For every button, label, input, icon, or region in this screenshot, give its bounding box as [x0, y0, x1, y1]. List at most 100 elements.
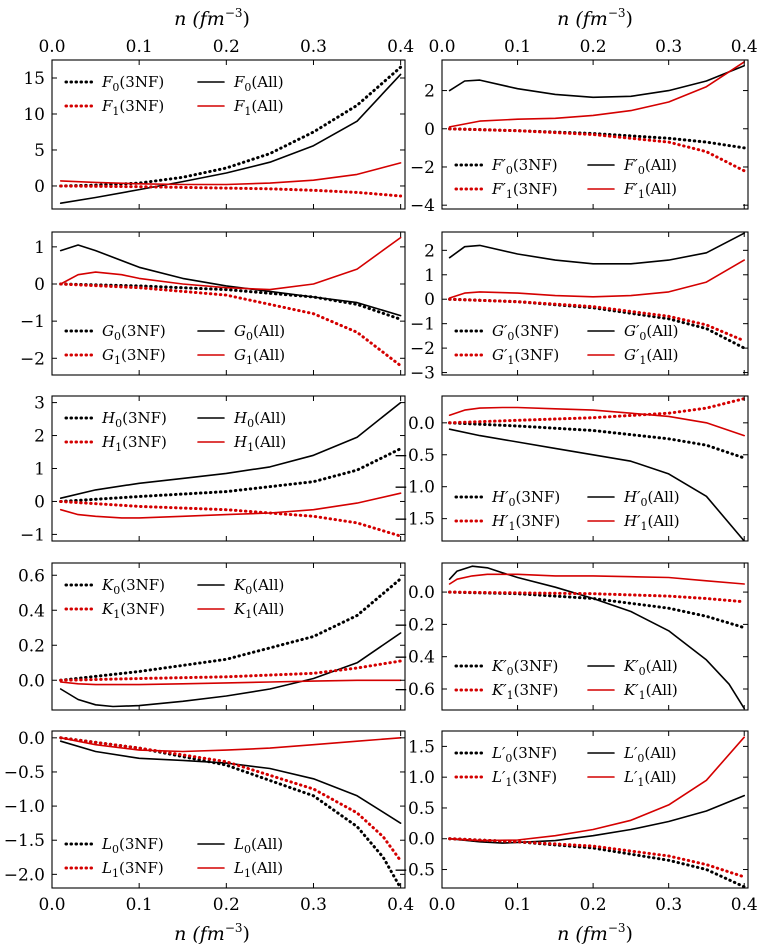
- series-K'0(All): [448, 565, 746, 710]
- y-tick-label: −3: [410, 364, 435, 384]
- y-tick-label: −0.5: [4, 763, 45, 783]
- series-G'0(All): [448, 232, 746, 265]
- y-tick-label: −1: [410, 315, 435, 335]
- legend-suffix: (3NF): [119, 835, 164, 853]
- plot-frame: [441, 730, 749, 889]
- legend-sub: 0: [506, 164, 513, 177]
- legend-label: G′0(3NF): [492, 322, 559, 343]
- legend-sub: 0: [509, 496, 516, 509]
- legend-suffix: (3NF): [122, 409, 167, 427]
- legend-sub: 0: [507, 665, 514, 678]
- series-F1(3NF): [59, 184, 403, 198]
- legend-sub: 1: [506, 188, 513, 201]
- y-tick-label: 0.2: [18, 636, 45, 656]
- x-tick-label: 0.1: [126, 895, 153, 915]
- legend-suffix: (3NF): [514, 346, 559, 364]
- plot-frame: [51, 730, 406, 889]
- legend-sub: 0: [639, 665, 646, 678]
- legend-label: K′1(All): [623, 681, 678, 702]
- y-tick-label: 2: [424, 82, 435, 102]
- legend-label: G′1(3NF): [492, 346, 559, 367]
- legend-sub: 1: [245, 608, 252, 621]
- legend-sub: 1: [507, 689, 514, 702]
- series-L'1(All): [448, 736, 746, 842]
- y-tick-label: 0.0: [408, 583, 435, 603]
- legend-suffix: (All): [253, 346, 285, 364]
- legend-sub: 0: [245, 584, 252, 597]
- top-left-x-axis-title: n (fm−3): [174, 6, 250, 30]
- y-tick-label: 2: [424, 241, 435, 261]
- series-F'1(All): [448, 61, 746, 128]
- series-group: [448, 736, 746, 888]
- legend-base: G′: [492, 346, 508, 364]
- legend-sub: 1: [244, 105, 251, 118]
- legend-suffix: (3NF): [119, 859, 164, 877]
- legend-label: H0(All): [233, 409, 286, 430]
- legend-base: H′: [623, 488, 641, 506]
- y-tick-label: 0: [34, 177, 45, 197]
- bottom-right-x-axis-title: n (fm−3): [557, 921, 633, 945]
- legend-suffix: (All): [251, 73, 283, 91]
- x-tick-label: 0.1: [504, 895, 531, 915]
- series-L1(All): [59, 736, 402, 753]
- series-F'0(All): [448, 64, 746, 99]
- series-K'1(3NF): [448, 590, 746, 604]
- x-tick-label: 0.1: [504, 37, 531, 57]
- legend-label: F1(3NF): [101, 97, 164, 118]
- series-group: [448, 397, 746, 541]
- legend-label: F′0(All): [623, 156, 677, 177]
- y-tick-label: 1.5: [408, 737, 435, 757]
- legend-sub: 1: [113, 608, 120, 621]
- legend-suffix: (All): [251, 859, 283, 877]
- legend-sub: 0: [505, 752, 512, 765]
- series-K1(3NF): [59, 659, 403, 682]
- series-K'1(All): [448, 573, 746, 585]
- legend-base: F: [233, 73, 245, 91]
- panel-L: 0.0 0.1 0.2 0.3 0.4−2.0−1.5−1.0−0.50.0L0(3NF…: [4, 729, 414, 915]
- legend-suffix: (3NF): [513, 180, 558, 198]
- series-F'1(3NF): [448, 127, 746, 173]
- series-L'1(3NF): [448, 837, 746, 879]
- legend-label: H0(3NF): [101, 409, 167, 430]
- series-L1(3NF): [59, 736, 403, 863]
- legend-suffix: (3NF): [121, 346, 166, 364]
- y-tick-label: 0: [424, 290, 435, 310]
- legend-label: H′0(3NF): [491, 488, 560, 509]
- legend-sub: 0: [112, 843, 119, 856]
- series-G0(All): [59, 244, 402, 317]
- y-tick-label: 0.6: [18, 566, 45, 586]
- top-right-x-axis-title: n (fm−3): [557, 6, 633, 30]
- legend-suffix: (3NF): [513, 156, 558, 174]
- legend-label: G1(All): [234, 346, 285, 367]
- legend-label: H1(All): [233, 433, 286, 454]
- legend-label: L1(3NF): [101, 859, 164, 880]
- y-tick-label: −2: [20, 349, 45, 369]
- legend-suffix: (3NF): [514, 657, 559, 675]
- legend-sub: 0: [641, 496, 648, 509]
- series-G1(All): [59, 236, 402, 291]
- y-tick-label: 0.5: [408, 799, 435, 819]
- legend-suffix: (3NF): [514, 681, 559, 699]
- legend-base: F: [233, 97, 245, 115]
- legend-sub: 1: [112, 867, 119, 880]
- x-tick-label: 0.3: [655, 37, 682, 57]
- legend-base: L: [101, 859, 112, 877]
- legend-suffix: (3NF): [512, 768, 557, 786]
- legend-label: F0(3NF): [101, 73, 164, 94]
- legend-base: K: [101, 600, 114, 618]
- legend-suffix: (All): [645, 180, 677, 198]
- legend-sub: 1: [115, 441, 122, 454]
- y-tick-label: −4: [410, 196, 435, 216]
- legend-base: F: [101, 97, 113, 115]
- y-tick-label: −2: [410, 339, 435, 359]
- legend-label: F0(All): [233, 73, 284, 94]
- y-tick-label: −0.2: [394, 615, 435, 635]
- legend-label: K1(All): [233, 600, 284, 621]
- y-tick-label: 1: [34, 238, 45, 258]
- legend-label: L0(All): [233, 835, 283, 856]
- legend-base: G: [234, 346, 246, 364]
- legend-label: G′0(All): [624, 322, 679, 343]
